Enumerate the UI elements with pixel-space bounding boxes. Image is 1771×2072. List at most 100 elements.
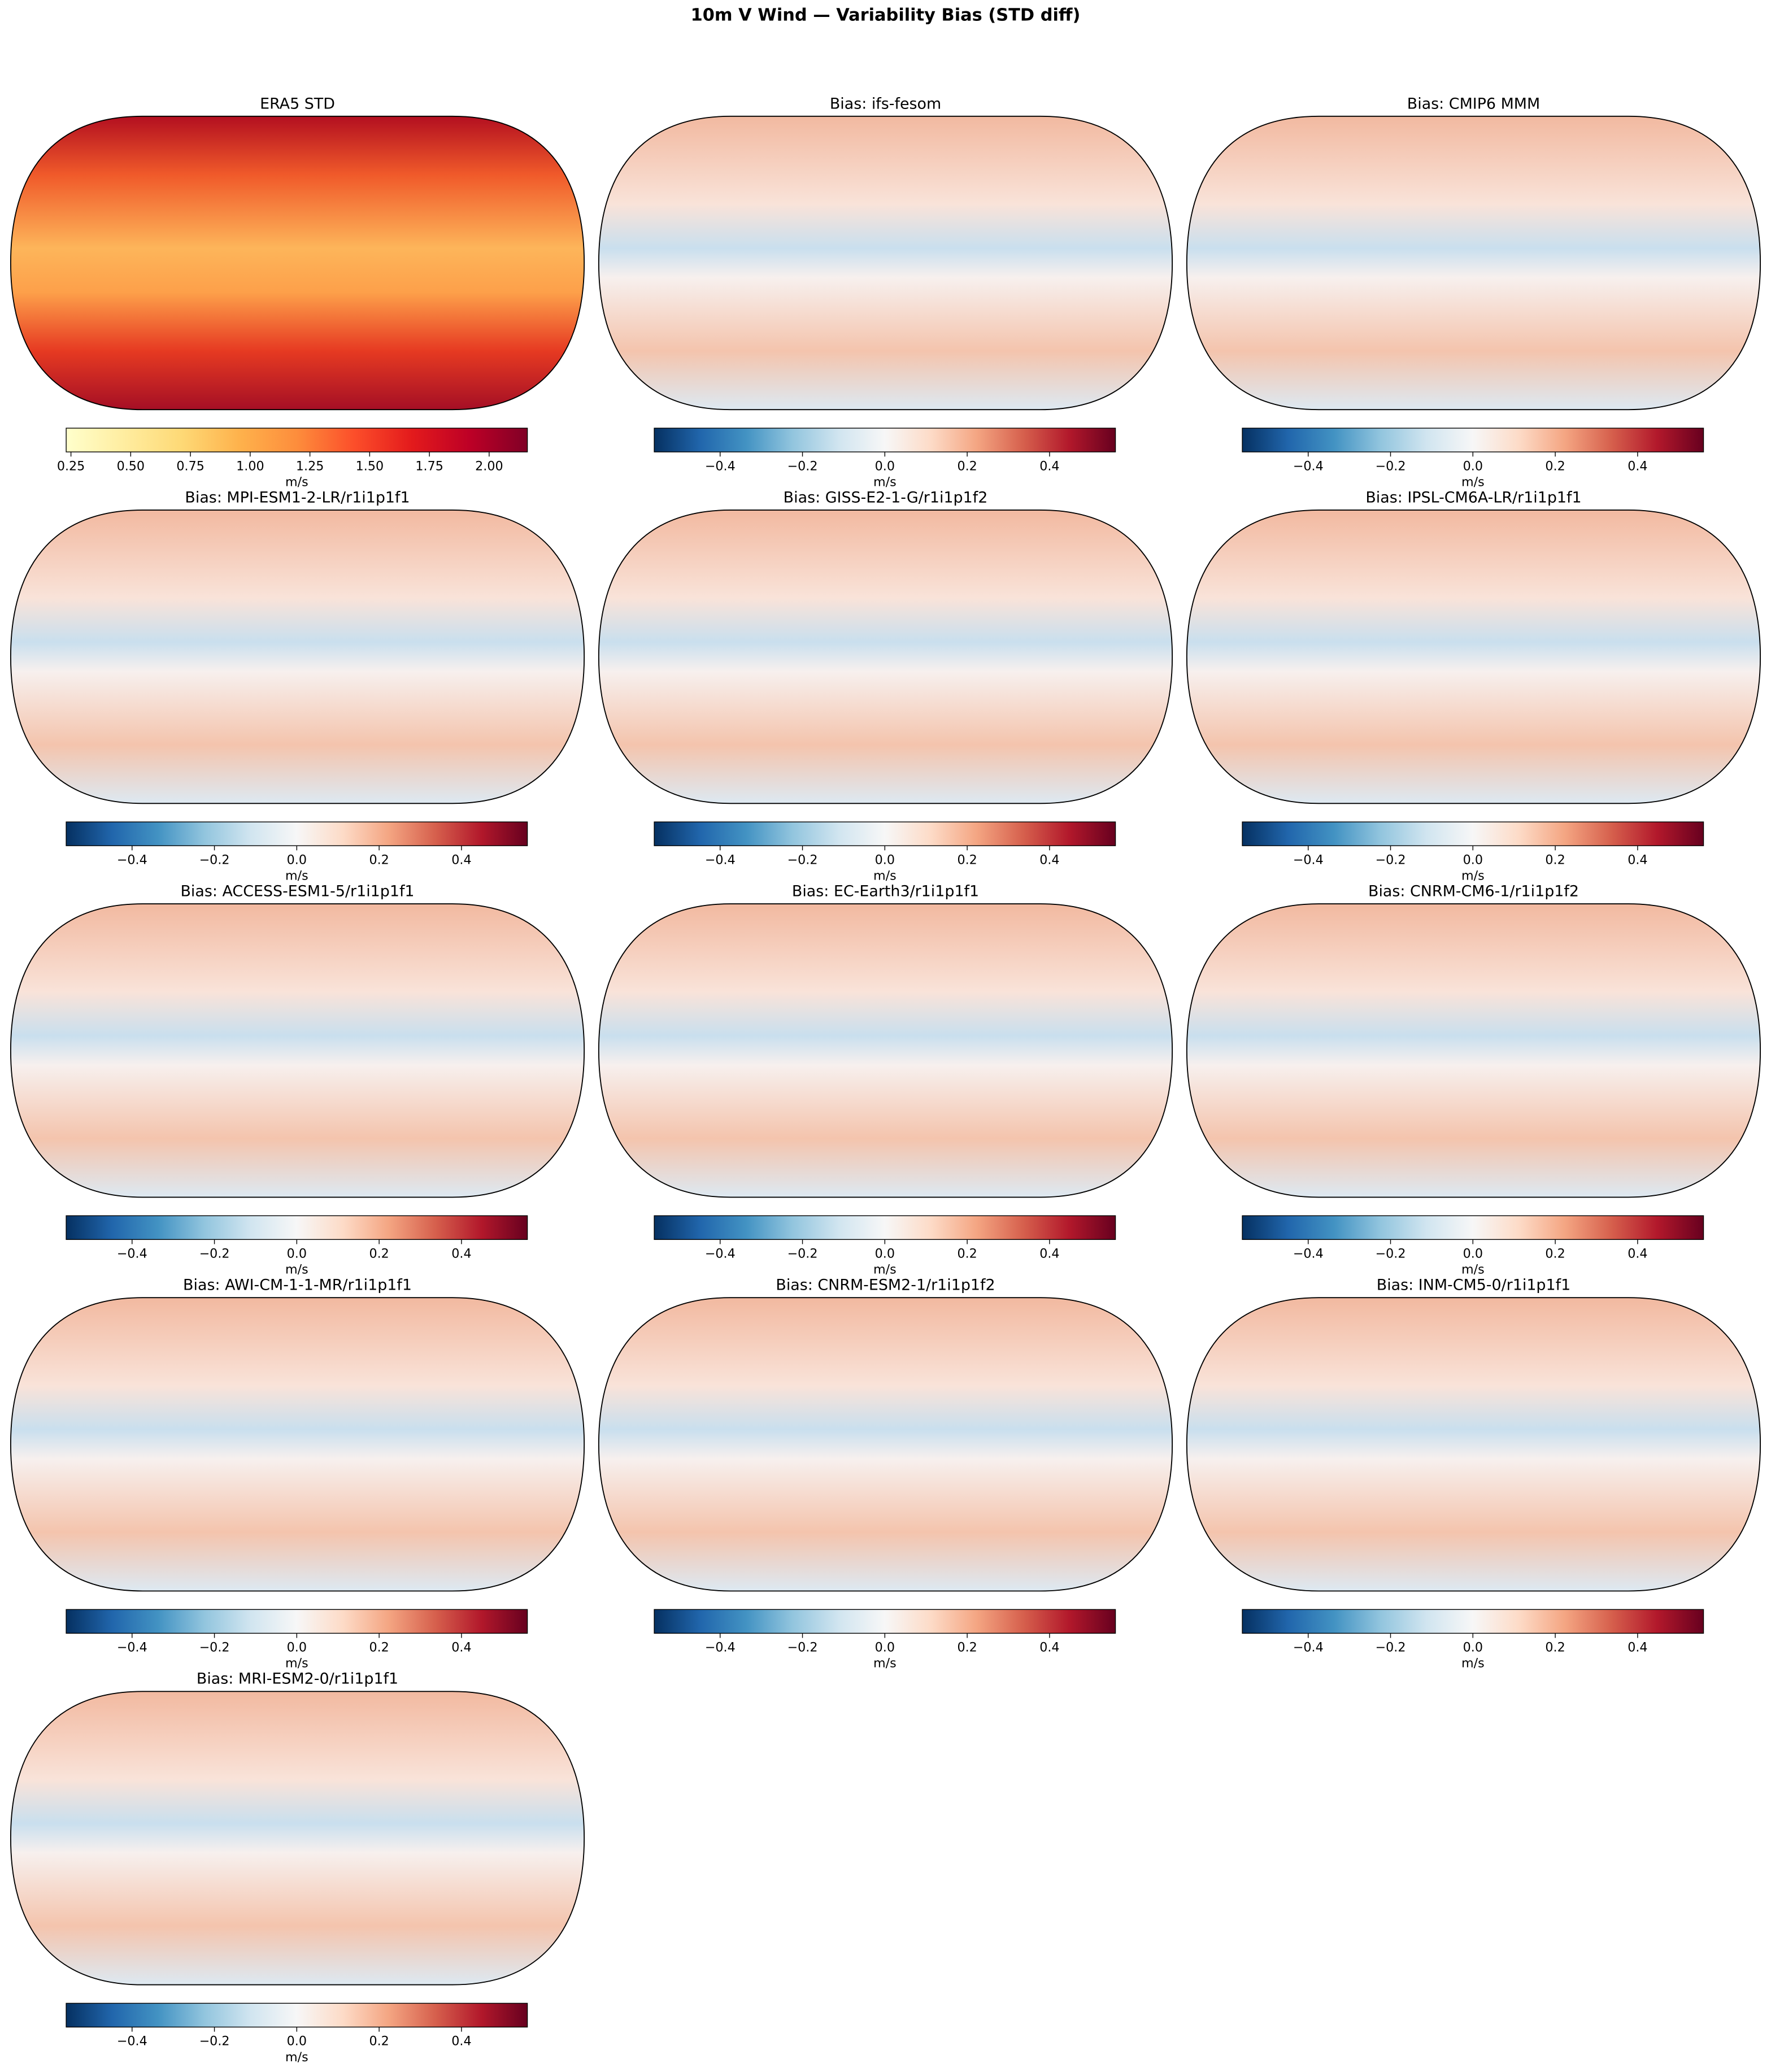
colorbar bbox=[66, 821, 528, 846]
colorbar bbox=[1242, 428, 1704, 452]
panel: Bias: EC-Earth3/r1i1p1f1 −0.4 −0.2 0.0 0.2 0.… bbox=[598, 883, 1173, 1277]
colorbar-tick-label: 0.2 bbox=[369, 1246, 389, 1261]
panel-title: Bias: GISS-E2-1-G/r1i1p1f2 bbox=[784, 489, 988, 506]
colorbar-tick-label: −0.2 bbox=[199, 1246, 230, 1261]
panel: Bias: CMIP6 MMM −0.4 −0.2 0.0 0.2 0.4 m/s bbox=[1186, 95, 1761, 489]
colorbar-tick-label: −0.4 bbox=[1293, 459, 1324, 473]
colorbar-label: m/s bbox=[1461, 475, 1485, 489]
colorbar-label: m/s bbox=[285, 475, 308, 489]
colorbar-tick-label: 0.4 bbox=[1628, 1640, 1647, 1655]
colorbar-tick-label: 0.25 bbox=[57, 459, 85, 473]
panel-title: Bias: INM-CM5-0/r1i1p1f1 bbox=[1377, 1277, 1570, 1294]
panel: Bias: MPI-ESM1-2-LR/r1i1p1f1 −0.4 −0.2 0.0 0… bbox=[10, 489, 585, 883]
map-field bbox=[1186, 510, 1761, 804]
panel: Bias: MRI-ESM2-0/r1i1p1f1 −0.4 −0.2 0.0 0.2 0… bbox=[10, 1670, 585, 2065]
colorbar-label: m/s bbox=[873, 1263, 897, 1277]
colorbar bbox=[654, 1215, 1116, 1240]
colorbar-tick-label: 0.0 bbox=[1463, 459, 1483, 473]
colorbar-tick-label: 0.50 bbox=[117, 459, 145, 473]
colorbar-tick-label: −0.2 bbox=[199, 1640, 230, 1655]
panel-title: Bias: CMIP6 MMM bbox=[1407, 95, 1540, 112]
colorbar bbox=[66, 1215, 528, 1240]
panel: Bias: CNRM-CM6-1/r1i1p1f2 −0.4 −0.2 0.0 0.2 0… bbox=[1186, 883, 1761, 1277]
colorbar-tick-label: 0.0 bbox=[1463, 852, 1483, 867]
colorbar-label: m/s bbox=[285, 1263, 308, 1277]
colorbar-tick-label: −0.4 bbox=[117, 1246, 147, 1261]
panel-title: Bias: ACCESS-ESM1-5/r1i1p1f1 bbox=[180, 883, 414, 900]
colorbar bbox=[1242, 821, 1704, 846]
panel-title: Bias: MRI-ESM2-0/r1i1p1f1 bbox=[197, 1670, 398, 1688]
colorbar-tick-label: 0.2 bbox=[1545, 852, 1565, 867]
colorbar bbox=[654, 1609, 1116, 1634]
colorbar-tick-label: 0.0 bbox=[875, 459, 895, 473]
colorbar-label: m/s bbox=[285, 868, 308, 883]
panel-title: Bias: AWI-CM-1-1-MR/r1i1p1f1 bbox=[183, 1277, 412, 1294]
colorbar-tick-label: 0.0 bbox=[875, 1246, 895, 1261]
colorbar-tick-label: 0.2 bbox=[1545, 1246, 1565, 1261]
panel-title: ERA5 STD bbox=[260, 95, 335, 112]
colorbar-tick-label: −0.4 bbox=[1293, 1640, 1324, 1655]
colorbar-tick-label: −0.4 bbox=[1293, 852, 1324, 867]
colorbar-tick-label: 0.2 bbox=[369, 1640, 389, 1655]
colorbar bbox=[66, 1609, 528, 1634]
colorbar-tick-label: −0.4 bbox=[117, 1640, 147, 1655]
colorbar-tick-label: 0.0 bbox=[875, 1640, 895, 1655]
colorbar-tick-label: −0.2 bbox=[1376, 459, 1406, 473]
colorbar-tick-label: 2.00 bbox=[475, 459, 503, 473]
colorbar-tick-label: 0.4 bbox=[451, 1640, 471, 1655]
colorbar-tick-label: 1.00 bbox=[236, 459, 264, 473]
colorbar-tick-label: 0.0 bbox=[287, 1246, 307, 1261]
colorbar-tick-label: −0.4 bbox=[1293, 1246, 1324, 1261]
map-field bbox=[598, 1297, 1173, 1592]
map-field bbox=[10, 903, 585, 1198]
colorbar-tick-label: 0.4 bbox=[451, 852, 471, 867]
panel: Bias: INM-CM5-0/r1i1p1f1 −0.4 −0.2 0.0 0.2 0.… bbox=[1186, 1277, 1761, 1671]
panel: Bias: GISS-E2-1-G/r1i1p1f2 −0.4 −0.2 0.0 0.2… bbox=[598, 489, 1173, 883]
colorbar-tick-label: −0.4 bbox=[705, 1246, 736, 1261]
colorbar-tick-label: 0.2 bbox=[957, 1640, 977, 1655]
panel-title: Bias: EC-Earth3/r1i1p1f1 bbox=[792, 883, 979, 900]
colorbar-label: m/s bbox=[285, 2050, 308, 2065]
colorbar-label: m/s bbox=[285, 1656, 308, 1671]
colorbar-tick-label: −0.2 bbox=[1376, 1246, 1406, 1261]
colorbar-tick-label: −0.2 bbox=[199, 852, 230, 867]
colorbar-label: m/s bbox=[1461, 868, 1485, 883]
panel: ERA5 STD 0.25 0.50 0.75 1.00 1.25 1.50 1.75 2.00… bbox=[10, 95, 585, 489]
colorbar-tick-label: −0.2 bbox=[787, 459, 818, 473]
colorbar bbox=[66, 2003, 528, 2028]
colorbar-tick-label: 0.4 bbox=[1039, 459, 1059, 473]
colorbar-tick-label: −0.4 bbox=[705, 459, 736, 473]
colorbar-tick-label: 0.4 bbox=[1628, 852, 1647, 867]
panel-title: Bias: ifs-fesom bbox=[830, 95, 941, 112]
colorbar-tick-label: 0.4 bbox=[1039, 1640, 1059, 1655]
map-field bbox=[598, 510, 1173, 804]
colorbar-tick-label: −0.4 bbox=[705, 852, 736, 867]
colorbar bbox=[66, 428, 528, 452]
colorbar-tick-label: 0.2 bbox=[369, 2034, 389, 2049]
colorbar-tick-label: 0.0 bbox=[875, 852, 895, 867]
colorbar-tick-label: 0.0 bbox=[287, 852, 307, 867]
colorbar bbox=[654, 821, 1116, 846]
colorbar-tick-label: 0.2 bbox=[957, 459, 977, 473]
colorbar bbox=[654, 428, 1116, 452]
panel-title: Bias: CNRM-ESM2-1/r1i1p1f2 bbox=[776, 1277, 995, 1294]
panel: Bias: ACCESS-ESM1-5/r1i1p1f1 −0.4 −0.2 0.0 0… bbox=[10, 883, 585, 1277]
map-field bbox=[10, 115, 585, 411]
map-field bbox=[598, 115, 1173, 411]
colorbar-tick-label: 0.75 bbox=[176, 459, 204, 473]
map-field bbox=[1186, 903, 1761, 1198]
map-field bbox=[10, 1297, 585, 1592]
colorbar-tick-label: −0.2 bbox=[1376, 852, 1406, 867]
colorbar-tick-label: −0.4 bbox=[117, 852, 147, 867]
colorbar-tick-label: 0.4 bbox=[1039, 852, 1059, 867]
colorbar-tick-label: 1.50 bbox=[356, 459, 384, 473]
colorbar-tick-label: −0.2 bbox=[199, 2034, 230, 2049]
colorbar-tick-label: −0.4 bbox=[117, 2034, 147, 2049]
colorbar-tick-label: 0.2 bbox=[1545, 459, 1565, 473]
colorbar-tick-label: 0.4 bbox=[1039, 1246, 1059, 1261]
colorbar-label: m/s bbox=[1461, 1263, 1485, 1277]
colorbar-tick-label: 0.0 bbox=[287, 1640, 307, 1655]
panel-title: Bias: IPSL-CM6A-LR/r1i1p1f1 bbox=[1365, 489, 1581, 506]
panel-title: Bias: CNRM-CM6-1/r1i1p1f2 bbox=[1368, 883, 1579, 900]
